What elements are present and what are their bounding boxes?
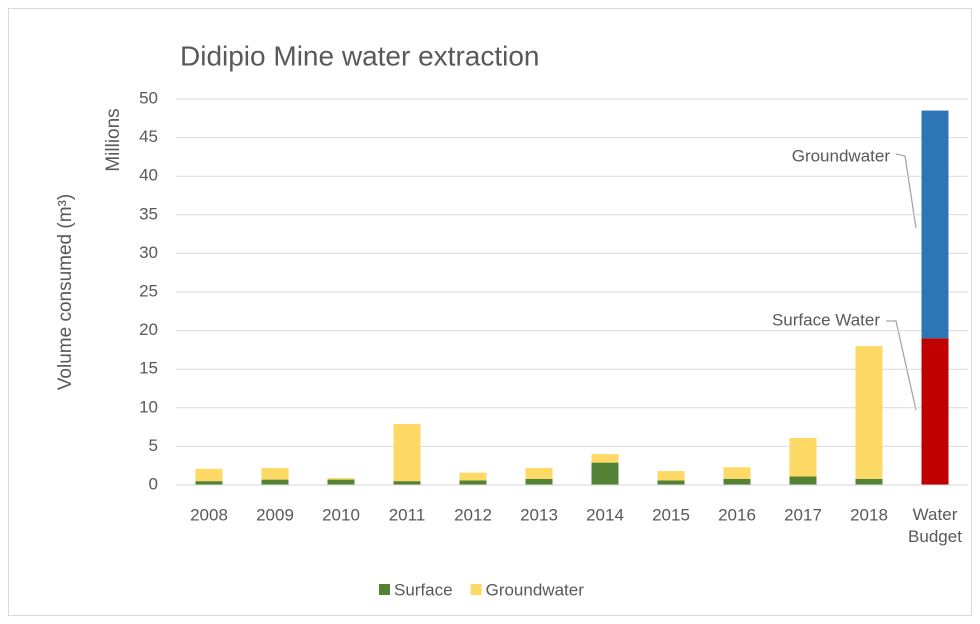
x-tick-label: 2016 [718, 505, 756, 524]
x-tick-label: 2009 [256, 505, 294, 524]
bar-segment [789, 476, 817, 485]
bar-segment [393, 481, 421, 485]
bar-segment [921, 110, 949, 339]
bar-segment [855, 478, 883, 485]
y-tick-label: 35 [139, 204, 158, 223]
y-tick-label: 30 [139, 243, 158, 262]
chart-title: Didipio Mine water extraction [180, 40, 540, 71]
bar-segment [327, 478, 355, 480]
x-tick-label: 2014 [586, 505, 624, 524]
grid [176, 98, 968, 486]
bar-segment [195, 468, 223, 482]
x-tick-label: 2008 [190, 505, 228, 524]
x-tick-label: 2010 [322, 505, 360, 524]
bar-segment [459, 480, 487, 485]
x-tick-label: 2012 [454, 505, 492, 524]
bar-segment [921, 338, 949, 485]
bar-segment [525, 478, 553, 485]
y-tick-label: 15 [139, 359, 158, 378]
bar-segment [591, 462, 619, 485]
x-tick-label: Water Budget [908, 505, 962, 546]
bar-segment [459, 472, 487, 481]
annotation: Surface Water [772, 310, 880, 329]
bar-segment [261, 468, 289, 480]
y-tick-label: 20 [139, 320, 158, 339]
bar-segment [261, 479, 289, 485]
y-tick-label: 50 [139, 88, 158, 107]
y-axis-label: Volume consumed (m³) [55, 194, 76, 390]
bar-segment [525, 468, 553, 479]
bar-segment [723, 478, 751, 485]
y-tick-label: 5 [149, 436, 158, 455]
y-unit-label: Millions [103, 108, 124, 171]
x-tick-label: 2011 [389, 505, 426, 524]
y-tick-label: 25 [139, 281, 158, 300]
x-tick-label: 2017 [784, 505, 822, 524]
y-tick-label: 0 [149, 474, 158, 493]
bar-segment [327, 479, 355, 485]
y-tick-label: 10 [139, 397, 158, 416]
bar-segment [657, 480, 685, 485]
legend-swatch [470, 584, 482, 595]
legend-label: Surface [394, 580, 453, 599]
leader-line [895, 153, 917, 229]
legend-label: Groundwater [486, 580, 585, 599]
bar-segment [723, 467, 751, 479]
x-tick-label: 2015 [652, 505, 690, 524]
x-tick-label: 2013 [520, 505, 558, 524]
bar-segment [657, 471, 685, 481]
y-tick-label: 45 [139, 127, 158, 146]
bar-segment [591, 454, 619, 463]
leader-line [886, 320, 917, 411]
bar-segment [393, 424, 421, 482]
y-tick-label: 40 [139, 166, 158, 185]
legend-swatch [379, 584, 390, 595]
bar-segment [855, 346, 883, 479]
chart-border [8, 8, 972, 616]
bar-segment [195, 481, 223, 485]
x-tick-label: 2018 [850, 505, 888, 524]
bar-segment [789, 437, 817, 477]
annotation: Groundwater [792, 146, 891, 165]
